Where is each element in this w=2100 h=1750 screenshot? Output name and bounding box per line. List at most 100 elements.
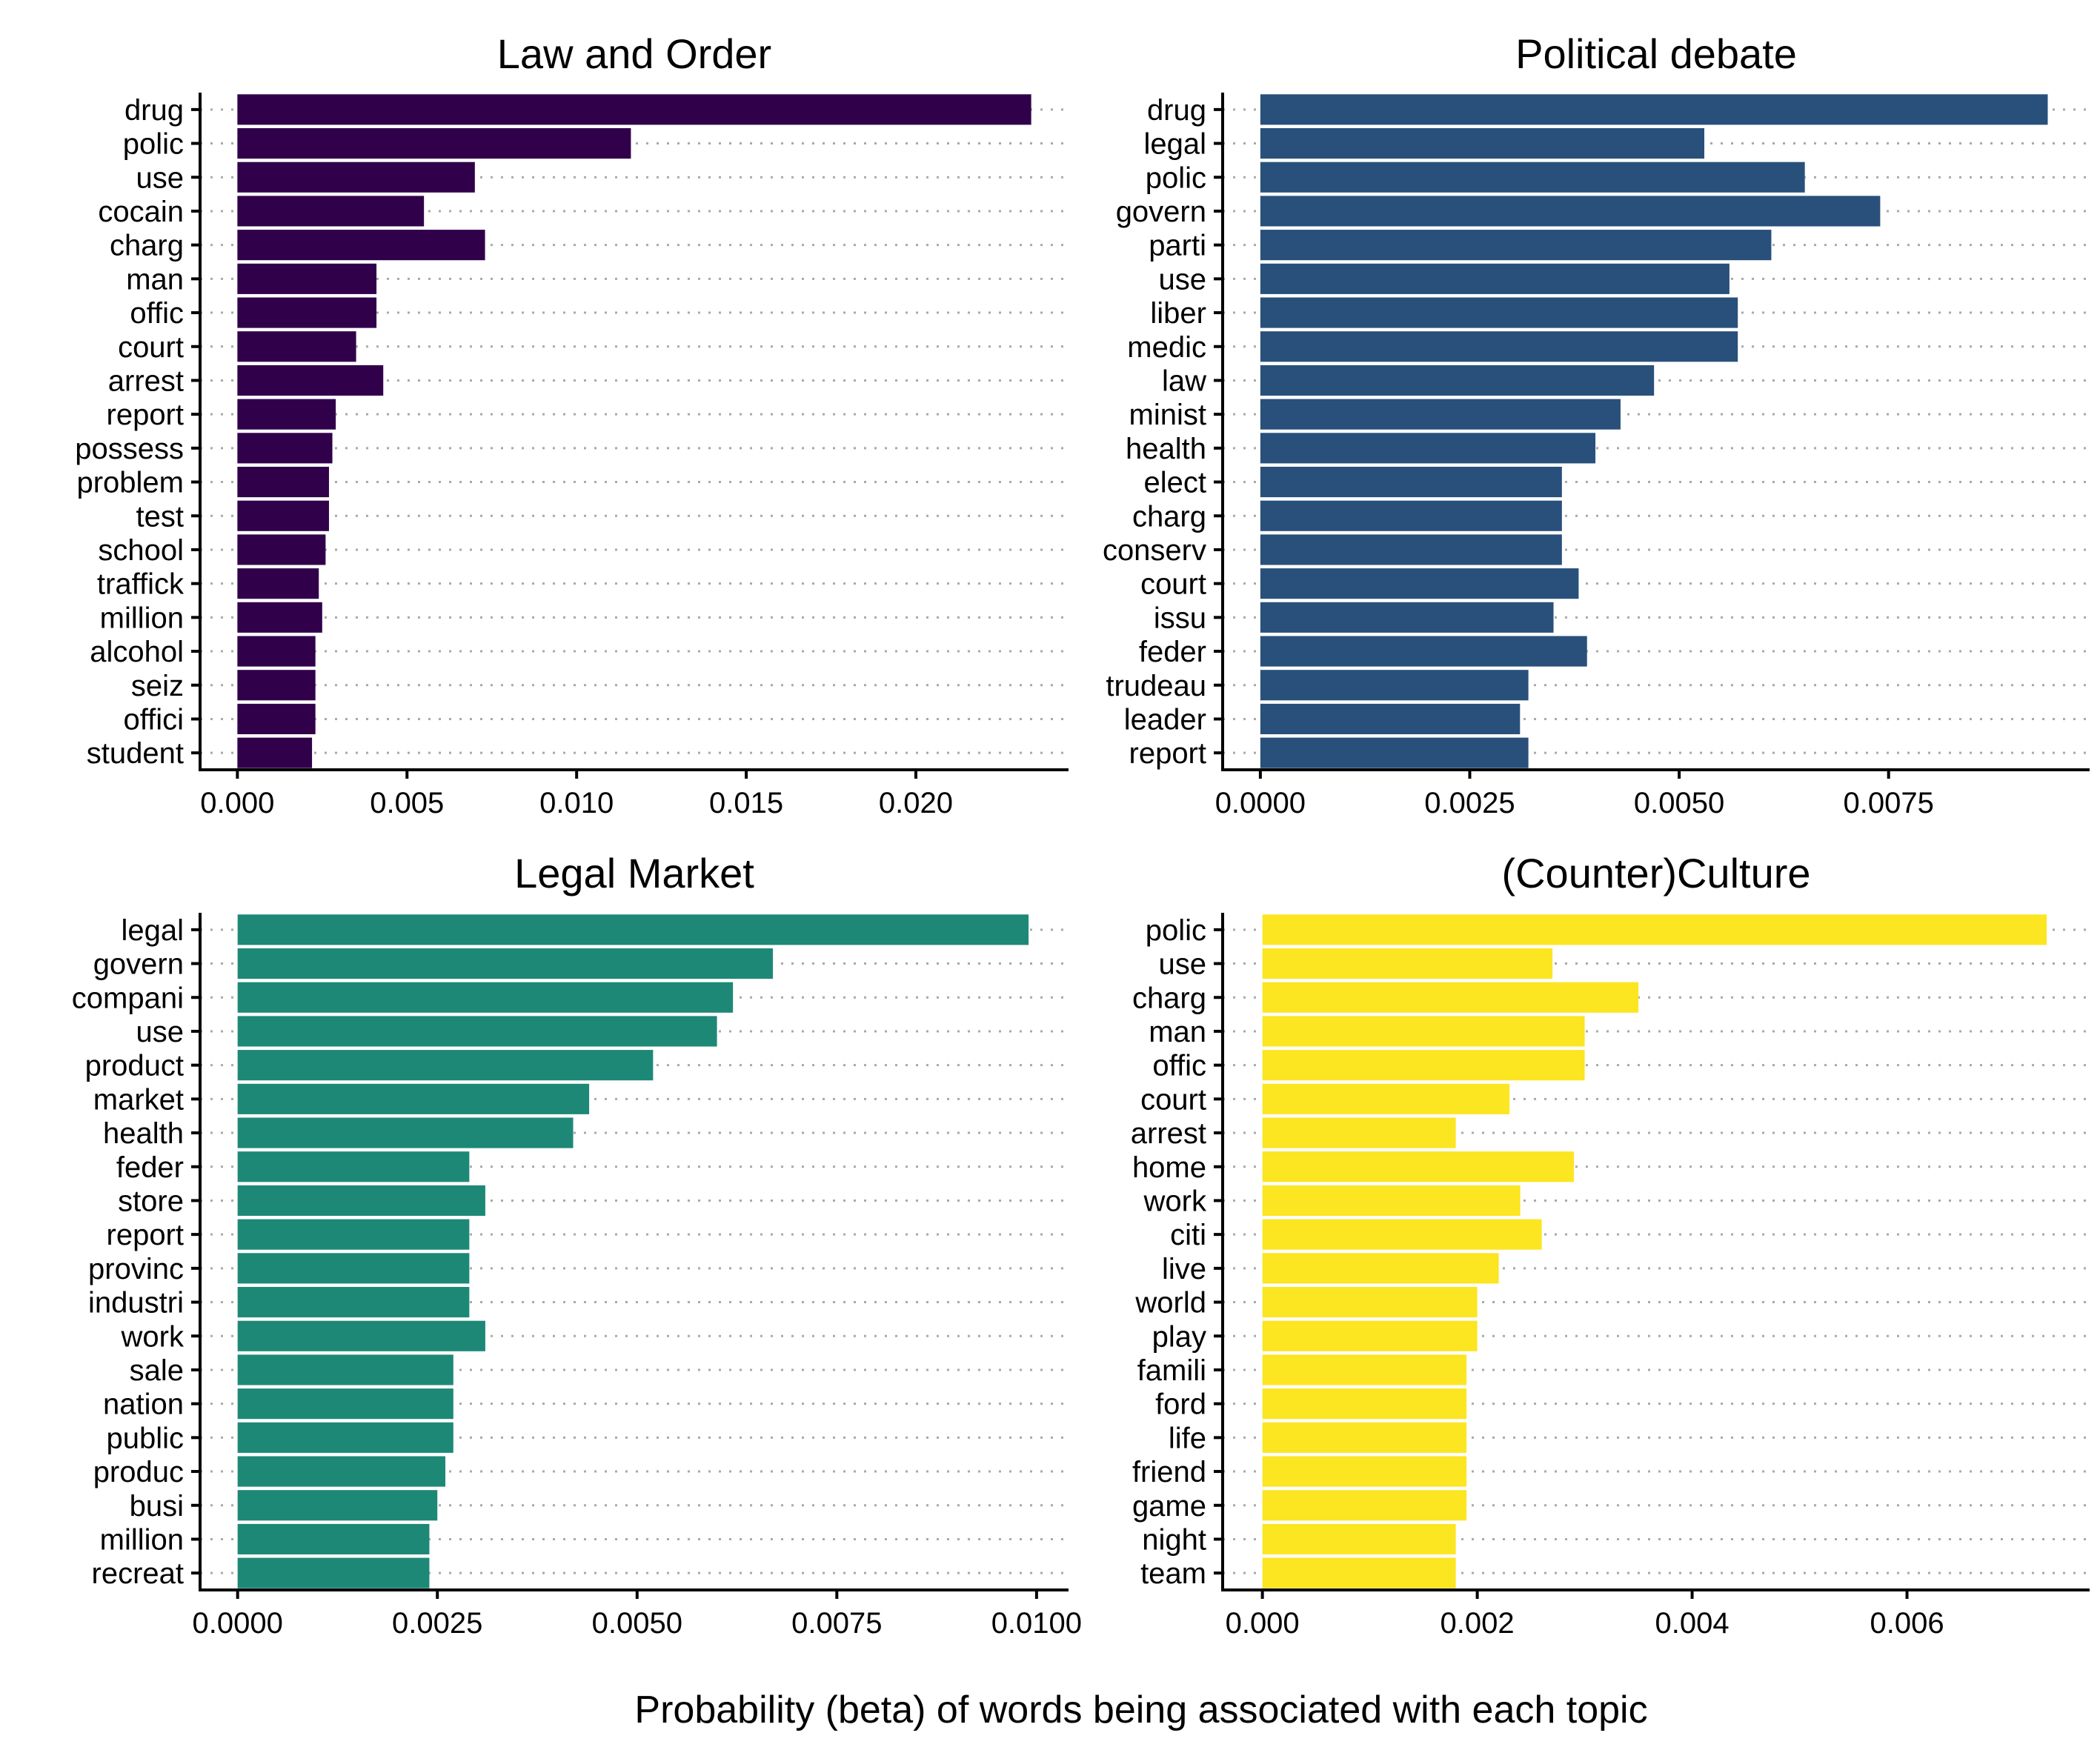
- panel-law-and-order: Law and Orderdrugpolicusecocainchargmano…: [75, 30, 1069, 819]
- category-label: product: [85, 1050, 184, 1082]
- category-label: busi: [130, 1490, 184, 1523]
- bar-public: [237, 1422, 453, 1453]
- bar-test: [237, 500, 329, 531]
- x-tick-label: 0.005: [370, 787, 444, 819]
- bar-report: [237, 399, 336, 430]
- bar-govern: [1260, 196, 1881, 227]
- category-label: ford: [1155, 1388, 1206, 1421]
- category-label: charg: [110, 230, 184, 262]
- bar-charg: [1262, 982, 1639, 1013]
- bar-use: [1262, 948, 1553, 979]
- category-label: polic: [1146, 914, 1206, 947]
- category-label: elect: [1144, 467, 1207, 499]
- bar-law: [1260, 365, 1655, 396]
- bar-polic: [1262, 914, 2047, 945]
- category-label: traffick: [97, 568, 185, 601]
- category-label: citi: [1170, 1219, 1206, 1251]
- category-label: test: [136, 500, 184, 533]
- category-label: arrest: [108, 365, 184, 397]
- category-label: medic: [1127, 331, 1206, 364]
- category-label: liber: [1150, 297, 1206, 330]
- category-label: home: [1132, 1151, 1206, 1184]
- bar-play: [1262, 1320, 1478, 1351]
- bar-citi: [1262, 1219, 1542, 1250]
- bar-ford: [1262, 1388, 1467, 1420]
- bar-use: [237, 162, 475, 193]
- bar-game: [1262, 1490, 1467, 1521]
- category-label: friend: [1132, 1456, 1206, 1488]
- category-label: million: [100, 602, 184, 634]
- bar-team: [1262, 1557, 1456, 1588]
- bar-leader: [1260, 703, 1521, 735]
- x-tick-label: 0.000: [200, 787, 274, 819]
- bar-feder: [237, 1151, 470, 1182]
- bar-life: [1262, 1422, 1467, 1453]
- bar-legal: [1260, 127, 1704, 159]
- bar-arrest: [237, 365, 384, 396]
- category-label: alcohol: [90, 636, 184, 668]
- category-label: offic: [130, 297, 184, 330]
- category-label: polic: [1146, 162, 1206, 194]
- bar-school: [237, 534, 326, 565]
- category-label: health: [103, 1117, 184, 1150]
- category-label: use: [136, 1016, 185, 1048]
- x-tick-label: 0.0050: [1634, 787, 1724, 819]
- bar-use: [237, 1016, 717, 1047]
- category-label: work: [1143, 1185, 1207, 1217]
- bar-medic: [1260, 331, 1738, 362]
- category-label: live: [1162, 1253, 1206, 1285]
- bar-elect: [1260, 466, 1562, 498]
- category-label: game: [1132, 1490, 1206, 1523]
- bar-student: [237, 737, 313, 768]
- x-tick-label: 0.0000: [193, 1607, 283, 1640]
- x-tick-label: 0.006: [1870, 1607, 1944, 1640]
- category-label: man: [1149, 1016, 1206, 1048]
- category-label: provinc: [88, 1253, 184, 1285]
- category-label: report: [107, 399, 185, 431]
- bar-drug: [237, 94, 1031, 125]
- category-label: sale: [130, 1354, 184, 1387]
- bar-product: [237, 1050, 654, 1081]
- category-label: polic: [123, 128, 184, 161]
- category-label: public: [106, 1422, 184, 1454]
- panel-title: Legal Market: [514, 850, 754, 896]
- x-tick-label: 0.002: [1441, 1607, 1515, 1640]
- x-tick-label: 0.0025: [392, 1607, 482, 1640]
- category-label: use: [1159, 948, 1207, 981]
- category-label: man: [126, 263, 184, 296]
- bar-arrest: [1262, 1117, 1456, 1148]
- category-label: use: [1159, 263, 1207, 296]
- x-tick-label: 0.0000: [1215, 787, 1306, 819]
- category-label: feder: [116, 1151, 184, 1184]
- category-label: offici: [123, 703, 184, 736]
- category-label: legal: [1143, 128, 1206, 161]
- category-label: market: [93, 1083, 184, 1116]
- bar-polic: [237, 127, 631, 159]
- category-label: life: [1169, 1422, 1206, 1454]
- bar-busi: [237, 1490, 438, 1521]
- category-label: health: [1126, 433, 1206, 465]
- bar-produc: [237, 1456, 446, 1487]
- bar-work: [1262, 1185, 1521, 1217]
- x-tick-label: 0.004: [1655, 1607, 1729, 1640]
- bar-friend: [1262, 1456, 1467, 1487]
- bar-man: [1262, 1016, 1585, 1047]
- category-label: law: [1162, 365, 1206, 397]
- bar-liber: [1260, 297, 1738, 328]
- bar-world: [1262, 1286, 1478, 1318]
- category-label: use: [136, 162, 185, 194]
- bar-cocain: [237, 196, 425, 227]
- category-label: minist: [1129, 399, 1206, 431]
- category-label: parti: [1149, 230, 1206, 262]
- bar-live: [1262, 1253, 1499, 1284]
- category-label: conserv: [1103, 534, 1206, 567]
- category-label: nation: [103, 1388, 184, 1421]
- category-label: student: [87, 737, 184, 770]
- category-label: offic: [1152, 1050, 1206, 1082]
- bar-sale: [237, 1354, 453, 1385]
- bar-report: [237, 1219, 470, 1250]
- bar-famili: [1262, 1354, 1467, 1385]
- category-label: work: [121, 1320, 185, 1353]
- bar-seiz: [237, 670, 316, 701]
